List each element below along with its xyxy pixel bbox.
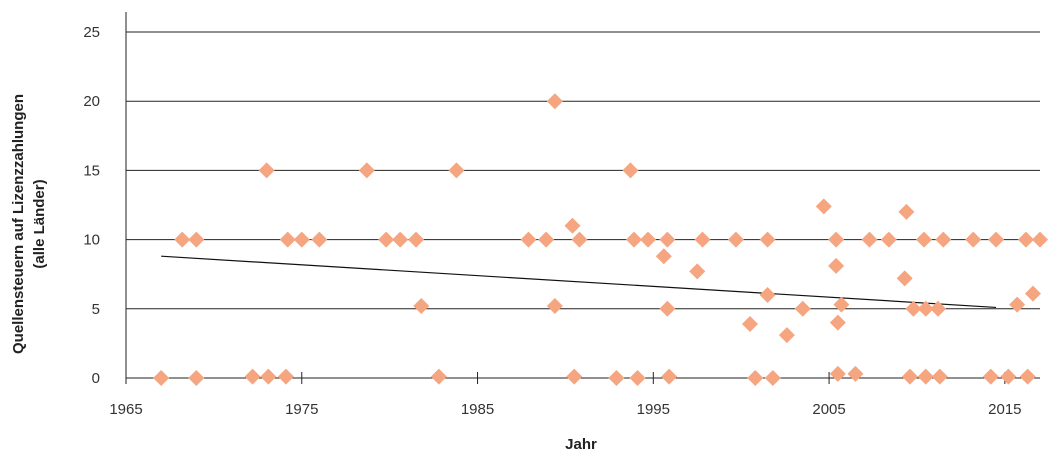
data-point xyxy=(794,300,811,317)
x-tick-label: 1995 xyxy=(637,401,670,418)
x-tick-label: 2015 xyxy=(988,401,1021,418)
data-point xyxy=(747,370,764,386)
data-point xyxy=(930,300,947,317)
data-point xyxy=(260,368,277,385)
data-point xyxy=(358,162,375,179)
data-point xyxy=(279,231,296,248)
data-point xyxy=(829,365,846,382)
data-point xyxy=(174,231,191,248)
data-point xyxy=(935,231,952,248)
data-point xyxy=(689,263,706,280)
data-point xyxy=(546,298,563,315)
y-axis-title-line-2: (alle Länder) xyxy=(31,179,48,268)
data-point xyxy=(448,162,465,179)
data-point xyxy=(965,231,982,248)
trendline-group xyxy=(161,255,997,309)
data-point xyxy=(188,370,205,386)
data-point xyxy=(778,327,795,344)
data-point xyxy=(898,203,915,220)
data-point xyxy=(815,198,832,215)
data-point xyxy=(917,368,934,385)
data-point xyxy=(880,231,897,248)
data-point xyxy=(1019,368,1036,385)
y-tick-label: 0 xyxy=(92,370,100,387)
data-point xyxy=(741,316,758,333)
x-tick-label: 1985 xyxy=(461,401,494,418)
data-point xyxy=(661,368,678,385)
trendline xyxy=(161,255,997,309)
data-point xyxy=(153,370,170,386)
data-point xyxy=(829,314,846,331)
data-point xyxy=(655,248,672,265)
data-point xyxy=(828,257,845,274)
data-point xyxy=(982,368,999,385)
data-point xyxy=(1024,285,1041,302)
data-point xyxy=(861,231,878,248)
data-point xyxy=(1032,231,1048,248)
data-point xyxy=(378,231,395,248)
data-point xyxy=(277,368,294,385)
axes xyxy=(125,12,1040,384)
data-point xyxy=(392,231,409,248)
data-point xyxy=(430,368,447,385)
data-point xyxy=(659,300,676,317)
data-point xyxy=(1009,296,1026,313)
data-point xyxy=(608,370,625,386)
y-tick-label: 10 xyxy=(83,232,100,249)
x-axis-title: Jahr xyxy=(565,436,597,453)
data-point xyxy=(413,298,430,315)
data-point xyxy=(1017,231,1034,248)
data-point xyxy=(917,300,934,317)
data-point xyxy=(408,231,425,248)
data-point xyxy=(258,162,275,179)
data-point xyxy=(833,296,850,313)
x-tick-label: 1975 xyxy=(285,401,318,418)
data-point xyxy=(896,270,913,287)
x-tick-label: 1965 xyxy=(109,401,142,418)
data-point xyxy=(988,231,1005,248)
data-point xyxy=(759,231,776,248)
x-tick-label: 2005 xyxy=(812,401,845,418)
data-point xyxy=(188,231,205,248)
y-tick-label: 20 xyxy=(83,93,100,110)
data-point xyxy=(622,162,639,179)
data-point xyxy=(571,231,588,248)
data-point xyxy=(293,231,310,248)
data-point xyxy=(244,368,261,385)
data-point xyxy=(538,231,555,248)
data-point xyxy=(915,231,932,248)
data-point xyxy=(764,370,781,386)
data-point xyxy=(905,300,922,317)
data-points xyxy=(153,93,1048,386)
data-point xyxy=(546,93,563,110)
data-point xyxy=(566,368,583,385)
data-point xyxy=(311,231,328,248)
data-point xyxy=(759,286,776,303)
data-point xyxy=(901,368,918,385)
y-axis-title-line-1: Quellensteuern auf Lizenzzahlungen xyxy=(10,94,27,354)
data-point xyxy=(520,231,537,248)
data-point xyxy=(1000,368,1017,385)
tick-labels: 0 5 10 15 20 25 1965 1975 1985 1995 2005 2015 xyxy=(83,24,1021,418)
data-point xyxy=(727,231,744,248)
data-point xyxy=(847,365,864,382)
y-tick-label: 25 xyxy=(83,24,100,41)
data-point xyxy=(629,370,646,386)
data-point xyxy=(640,231,657,248)
data-point xyxy=(659,231,676,248)
data-point xyxy=(931,368,948,385)
y-tick-label: 5 xyxy=(92,301,100,318)
data-point xyxy=(625,231,642,248)
data-point xyxy=(564,217,581,234)
data-point xyxy=(828,231,845,248)
data-point xyxy=(694,231,711,248)
y-tick-label: 15 xyxy=(83,162,100,179)
